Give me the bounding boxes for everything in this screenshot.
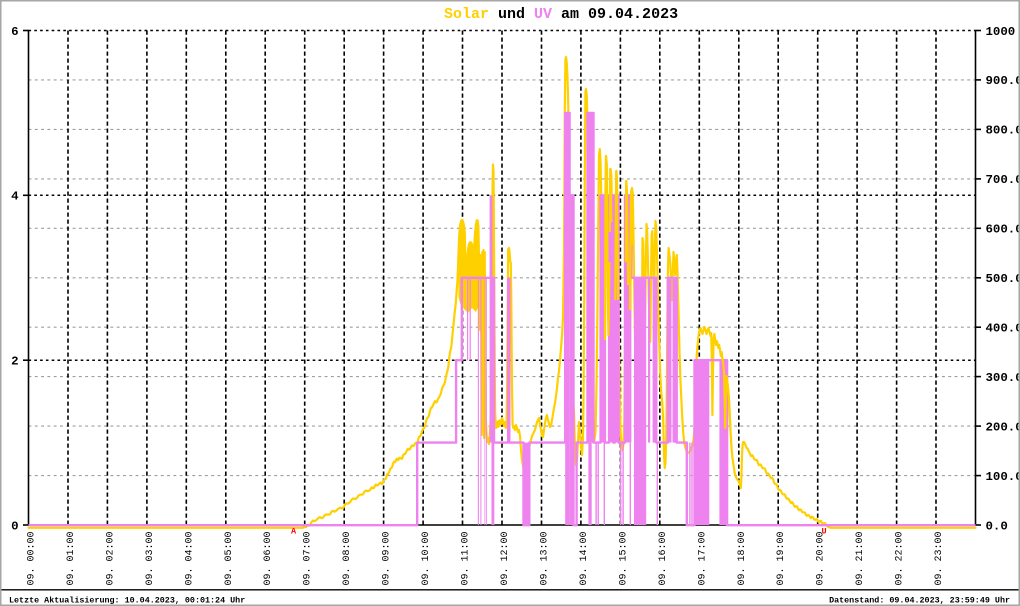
svg-text:6: 6 bbox=[11, 25, 18, 39]
svg-text:Letzte Aktualisierung: 10.04.2: Letzte Aktualisierung: 10.04.2023, 00:01… bbox=[9, 596, 245, 606]
svg-text:09. 19:00: 09. 19:00 bbox=[776, 532, 787, 586]
svg-text:09. 06:00: 09. 06:00 bbox=[263, 532, 274, 586]
svg-text:Solar und UV am 09.04.2023: Solar und UV am 09.04.2023 bbox=[444, 6, 678, 23]
svg-text:Datenstand: 09.04.2023, 23:59:: Datenstand: 09.04.2023, 23:59:49 Uhr bbox=[829, 596, 1010, 606]
svg-text:1000: 1000 bbox=[986, 25, 1016, 39]
svg-text:4: 4 bbox=[11, 190, 19, 204]
svg-text:09. 23:00: 09. 23:00 bbox=[934, 532, 945, 586]
svg-text:200.0: 200.0 bbox=[986, 420, 1020, 434]
svg-text:09. 17:00: 09. 17:00 bbox=[697, 532, 708, 586]
svg-text:09. 13:00: 09. 13:00 bbox=[540, 532, 551, 586]
svg-text:09. 12:00: 09. 12:00 bbox=[500, 532, 511, 586]
svg-text:09. 16:00: 09. 16:00 bbox=[658, 532, 669, 586]
svg-text:09. 02:00: 09. 02:00 bbox=[105, 532, 116, 586]
svg-text:09. 05:00: 09. 05:00 bbox=[224, 532, 235, 586]
svg-text:09. 04:00: 09. 04:00 bbox=[184, 532, 195, 586]
svg-text:09. 08:00: 09. 08:00 bbox=[342, 532, 353, 586]
svg-text:09. 15:00: 09. 15:00 bbox=[618, 532, 629, 586]
svg-text:100.0: 100.0 bbox=[986, 470, 1020, 484]
svg-text:400.0: 400.0 bbox=[986, 322, 1020, 336]
svg-text:09. 07:00: 09. 07:00 bbox=[303, 532, 314, 586]
svg-text:09. 00:00: 09. 00:00 bbox=[27, 532, 38, 586]
svg-text:09. 10:00: 09. 10:00 bbox=[421, 532, 432, 586]
svg-text:300.0: 300.0 bbox=[986, 371, 1020, 385]
svg-text:09. 18:00: 09. 18:00 bbox=[737, 532, 748, 586]
svg-text:600.0: 600.0 bbox=[986, 223, 1020, 237]
svg-text:09. 03:00: 09. 03:00 bbox=[145, 532, 156, 586]
svg-text:0.0: 0.0 bbox=[986, 519, 1008, 533]
svg-text:A: A bbox=[291, 527, 297, 537]
svg-text:09. 22:00: 09. 22:00 bbox=[895, 532, 906, 586]
svg-text:0: 0 bbox=[11, 519, 18, 533]
svg-text:09. 21:00: 09. 21:00 bbox=[855, 532, 866, 586]
svg-text:500.0: 500.0 bbox=[986, 272, 1020, 286]
svg-text:900.0: 900.0 bbox=[986, 74, 1020, 88]
svg-text:09. 09:00: 09. 09:00 bbox=[382, 532, 393, 586]
svg-text:09. 14:00: 09. 14:00 bbox=[579, 532, 590, 586]
svg-text:09. 11:00: 09. 11:00 bbox=[461, 532, 472, 586]
svg-text:09. 01:00: 09. 01:00 bbox=[66, 532, 77, 586]
svg-text:2: 2 bbox=[11, 355, 18, 369]
svg-text:800.0: 800.0 bbox=[986, 124, 1020, 138]
svg-text:09. 20:00: 09. 20:00 bbox=[816, 532, 827, 586]
svg-text:U: U bbox=[822, 527, 827, 537]
svg-text:700.0: 700.0 bbox=[986, 173, 1020, 187]
